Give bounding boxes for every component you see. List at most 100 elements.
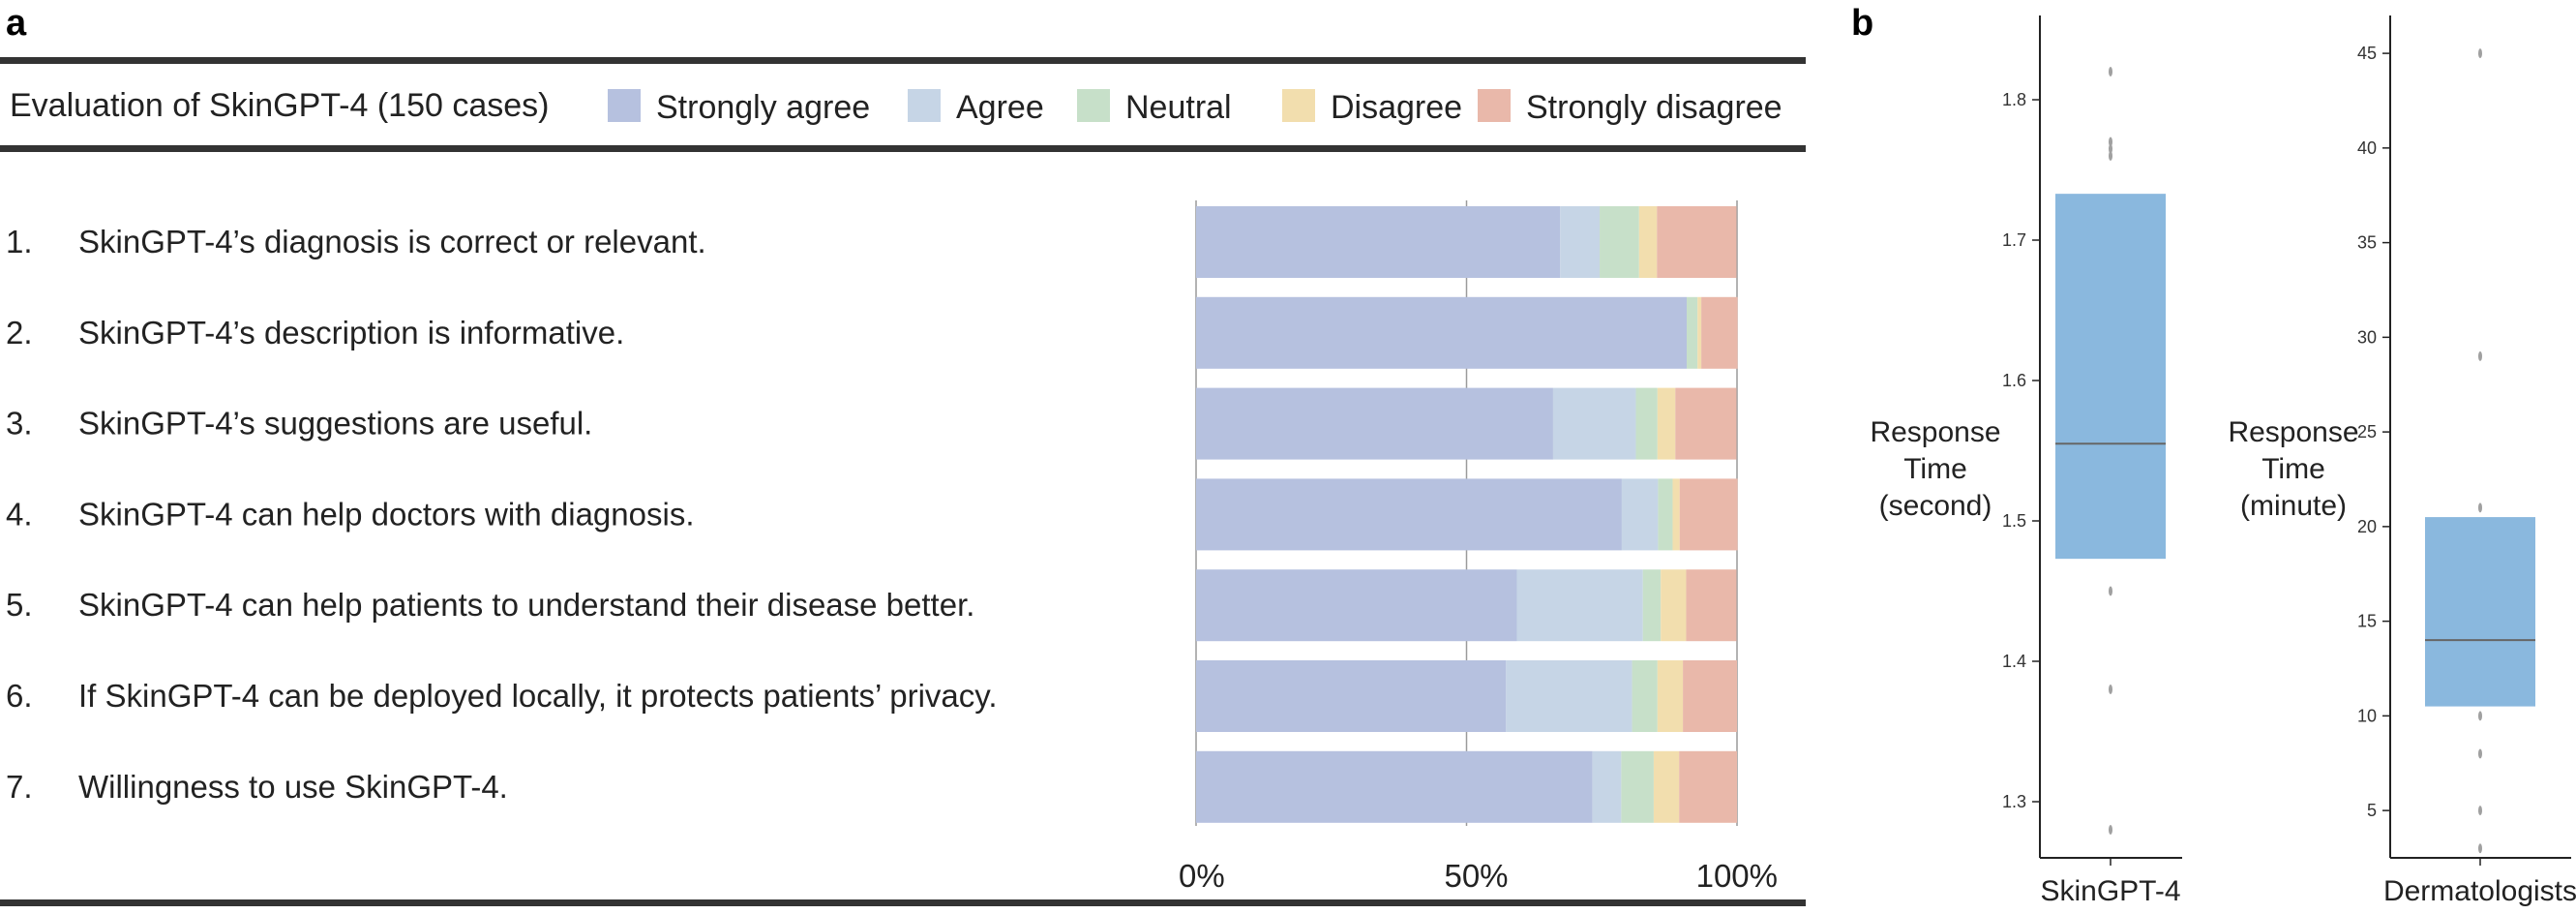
- bar-segment: [1196, 387, 1553, 460]
- bar-segment: [1642, 569, 1662, 642]
- bar-segment: [1560, 206, 1601, 278]
- y-tick-label: 30: [2357, 327, 2377, 347]
- outlier-point: [2478, 843, 2482, 854]
- bar-segment: [1683, 660, 1737, 732]
- item-number: 1.: [6, 224, 33, 259]
- y-tick-label: 1.6: [2002, 371, 2026, 390]
- item-number: 6.: [6, 678, 33, 714]
- y-axis-label: Response: [1870, 416, 2000, 448]
- header-top-rule: [0, 57, 1806, 64]
- y-tick-label: 35: [2357, 233, 2377, 253]
- y-axis-label: Time: [1903, 453, 1967, 485]
- y-tick-label: 1.7: [2002, 230, 2026, 250]
- y-tick-label: 1.5: [2002, 511, 2026, 531]
- outlier-point: [2478, 748, 2482, 759]
- bar-segment: [1621, 478, 1659, 551]
- legend-label: Strongly agree: [656, 89, 870, 126]
- item-number: 2.: [6, 315, 33, 350]
- item-number: 3.: [6, 406, 33, 442]
- bar-segment: [1697, 296, 1702, 369]
- item-text: SkinGPT-4 can help patients to understan…: [78, 587, 974, 623]
- box-iqr: [2055, 194, 2166, 560]
- legend-swatch: [908, 89, 941, 122]
- bar-segment: [1657, 206, 1737, 278]
- legend-swatch: [1077, 89, 1110, 122]
- y-tick-label: 20: [2357, 517, 2377, 536]
- y-axis-label: Time: [2261, 453, 2325, 485]
- bar-segment: [1653, 750, 1680, 823]
- item-number: 5.: [6, 587, 33, 623]
- bar-segment: [1679, 478, 1738, 551]
- y-tick-label: 10: [2357, 706, 2377, 725]
- bar-segment: [1196, 478, 1622, 551]
- outlier-point: [2109, 685, 2112, 694]
- item-text: SkinGPT-4 can help doctors with diagnosi…: [78, 496, 695, 532]
- statement-list: 1. SkinGPT-4’s diagnosis is correct or re…: [6, 224, 998, 805]
- panel-b-letter: b: [1851, 3, 1873, 44]
- bar-segment: [1701, 296, 1738, 369]
- bar-segment: [1196, 660, 1507, 732]
- footer-rule: [0, 899, 1806, 906]
- bar-segment: [1516, 569, 1643, 642]
- chart-title: Evaluation of SkinGPT-4 (150 cases): [10, 87, 550, 124]
- bar-segment: [1592, 750, 1622, 823]
- y-tick-label: 1.3: [2002, 792, 2026, 811]
- y-tick-label: 25: [2357, 422, 2377, 442]
- item-number: 4.: [6, 496, 33, 532]
- legend-swatch: [608, 89, 641, 122]
- legend-label: Strongly disagree: [1526, 89, 1782, 126]
- outlier-point: [2478, 806, 2482, 816]
- legend: Strongly agree Agree Neutral Disagree Strong…: [608, 89, 1782, 126]
- x-category-label: Dermatologists: [2383, 875, 2576, 907]
- x-tick-label: 100%: [1696, 858, 1778, 894]
- item-text: Willingness to use SkinGPT-4.: [78, 769, 508, 805]
- bar-segment: [1196, 296, 1688, 369]
- legend-swatch: [1282, 89, 1315, 122]
- outlier-point: [2109, 151, 2112, 161]
- bar-segment: [1687, 296, 1698, 369]
- bar-segment: [1679, 750, 1737, 823]
- item-number: 7.: [6, 769, 33, 805]
- item-text: SkinGPT-4’s diagnosis is correct or rele…: [78, 224, 706, 259]
- bar-segment: [1196, 206, 1561, 278]
- bar-segment: [1552, 387, 1636, 460]
- outlier-point: [2109, 137, 2112, 147]
- bar-segment: [1658, 478, 1673, 551]
- outlier-point: [2478, 503, 2482, 513]
- x-tick-label: 0%: [1179, 858, 1225, 894]
- y-tick-label: 15: [2357, 612, 2377, 631]
- bar-segment: [1600, 206, 1639, 278]
- bar-segment: [1672, 478, 1680, 551]
- y-axis-label: Response: [2228, 416, 2358, 448]
- bar-segment: [1661, 569, 1687, 642]
- x-category-label: SkinGPT-4: [2040, 875, 2180, 907]
- legend-label: Agree: [956, 89, 1044, 126]
- item-text: SkinGPT-4’s suggestions are useful.: [78, 406, 592, 442]
- bar-segment: [1686, 569, 1737, 642]
- y-axis-label: (minute): [2240, 490, 2347, 522]
- header-bottom-rule: [0, 145, 1806, 152]
- box-plot-dermatologists: 5 10 15 20 25 30 35 40 45 Dermatologists Response T…: [2228, 15, 2576, 907]
- bar-segment: [1621, 750, 1654, 823]
- legend-label: Neutral: [1125, 89, 1232, 126]
- item-text: If SkinGPT-4 can be deployed locally, it…: [78, 678, 998, 714]
- stacked-bar-chart: 0% 50% 100%: [1179, 200, 1778, 894]
- item-text: SkinGPT-4’s description is informative.: [78, 315, 624, 350]
- y-axis-label: (second): [1879, 490, 1992, 522]
- bar-segment: [1657, 387, 1676, 460]
- legend-label: Disagree: [1331, 89, 1462, 126]
- outlier-point: [2478, 48, 2482, 59]
- outlier-point: [2109, 143, 2112, 154]
- bar-segment: [1196, 569, 1517, 642]
- outlier-point: [2478, 711, 2482, 721]
- outlier-point: [2109, 825, 2112, 835]
- outlier-point: [2478, 350, 2482, 361]
- bar-segment: [1196, 750, 1593, 823]
- bar-segment: [1657, 660, 1684, 732]
- bar-segment: [1638, 206, 1658, 278]
- y-tick-label: 40: [2357, 138, 2377, 158]
- x-tick-label: 50%: [1444, 858, 1508, 894]
- outlier-point: [2109, 586, 2112, 596]
- outlier-point: [2109, 67, 2112, 76]
